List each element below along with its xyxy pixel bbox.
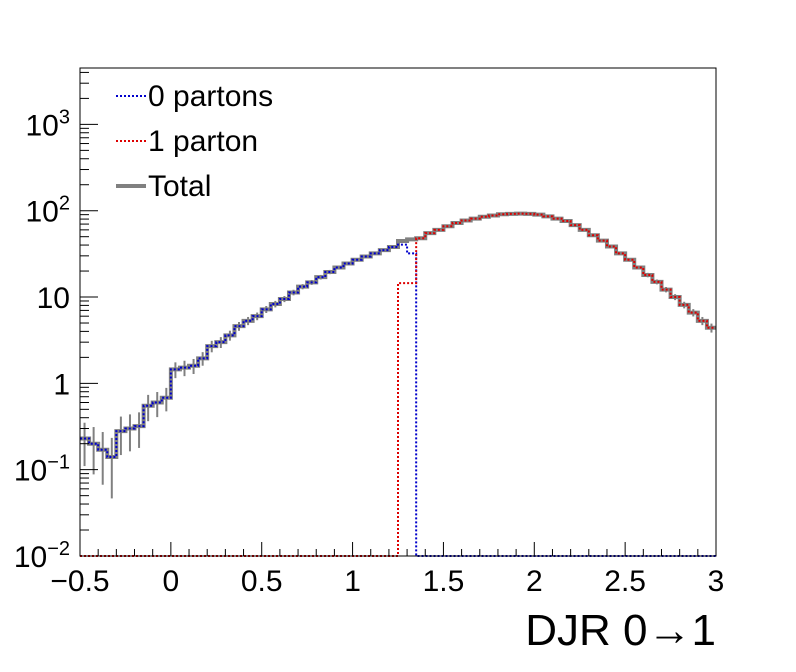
x-tick-label: 1: [344, 565, 361, 598]
legend-label: 1 parton: [148, 125, 258, 158]
legend-label: 0 partons: [148, 80, 273, 113]
x-tick-label: 3: [708, 565, 725, 598]
x-tick-label: 0.5: [241, 565, 283, 598]
x-tick-label: −0.5: [50, 565, 109, 598]
plot-frame: [79, 67, 717, 557]
y-axis: 10−2 10−1 1 10 102 103: [14, 71, 98, 574]
x-axis-title: DJR 0→1: [525, 606, 716, 655]
y-tick-label: 102: [26, 193, 71, 229]
y-tick-label: 10−2: [14, 538, 70, 574]
y-tick-label: 1: [53, 368, 70, 401]
x-tick-label: 0: [163, 565, 180, 598]
y-tick-label: 10−1: [14, 452, 70, 488]
legend-label: Total: [148, 170, 211, 203]
legend: 0 partons 1 parton Total: [116, 80, 273, 203]
x-axis: −0.5 0 0.5 1 1.5 2 2.5 3: [50, 542, 724, 598]
y-tick-label: 10: [37, 282, 70, 315]
y-tick-label: 103: [26, 106, 71, 142]
x-tick-label: 2: [526, 565, 543, 598]
x-tick-label: 1.5: [423, 565, 465, 598]
x-tick-label: 2.5: [604, 565, 646, 598]
